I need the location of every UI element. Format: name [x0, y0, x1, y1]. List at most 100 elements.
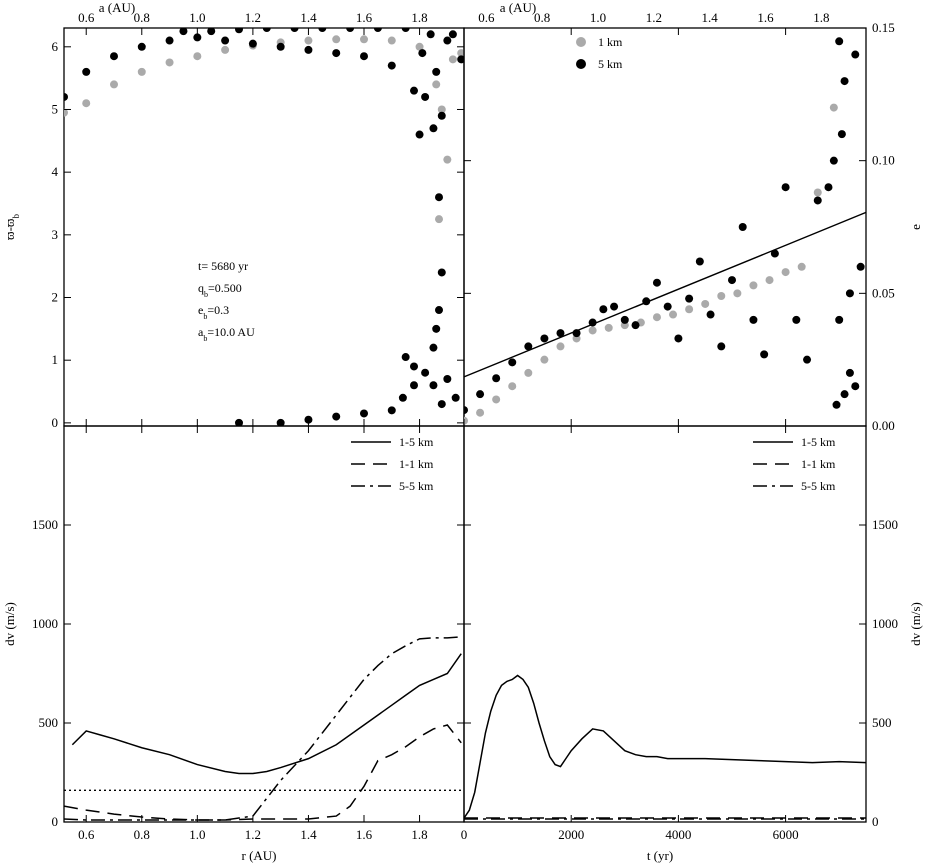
annotation: ab=10.0 AU — [198, 325, 255, 343]
y-tick-label: 0 — [52, 814, 59, 829]
data-point — [110, 80, 118, 89]
x-axis-title: r (AU) — [241, 848, 276, 863]
data-point — [193, 33, 202, 42]
data-point — [706, 310, 715, 319]
data-point — [401, 353, 410, 362]
data-point — [610, 302, 619, 311]
top-tick-label: 1.0 — [590, 10, 606, 25]
data-point — [652, 313, 661, 322]
y-axis-title: dv (m/s) — [908, 602, 923, 646]
series-5-km — [464, 37, 865, 415]
top-axis-title: a (AU) — [99, 0, 135, 15]
data-point — [813, 188, 822, 197]
data-point — [429, 343, 438, 352]
data-point — [435, 193, 443, 202]
y-tick-label: 6 — [52, 39, 59, 54]
data-point — [332, 49, 341, 58]
x-tick-label: 1.6 — [356, 827, 373, 842]
data-point — [448, 30, 457, 39]
legend-label: 1-1 km — [801, 457, 836, 471]
data-point — [410, 362, 418, 371]
data-point — [332, 35, 341, 44]
data-point — [540, 355, 549, 364]
data-point — [137, 67, 146, 76]
data-point — [457, 49, 464, 58]
data-point — [728, 276, 736, 285]
x-tick-label: 1.4 — [300, 827, 317, 842]
data-point — [781, 268, 790, 277]
legend-label: 1 km — [598, 35, 623, 49]
top-tick-label: 1.4 — [300, 10, 317, 25]
series-1-km — [64, 35, 464, 224]
x-tick-label: 0.8 — [134, 827, 150, 842]
data-point — [508, 358, 517, 367]
data-point — [426, 30, 435, 39]
y-tick-label: 1000 — [872, 616, 898, 631]
x-tick-label: 1.2 — [245, 827, 261, 842]
top-tick-label: 0.6 — [78, 10, 95, 25]
data-point — [599, 305, 608, 314]
y-tick-label: 1000 — [32, 616, 58, 631]
annotation-rest: =0.500 — [208, 281, 242, 295]
data-point — [717, 291, 726, 300]
data-point — [669, 310, 678, 319]
data-point — [165, 36, 174, 45]
data-point — [418, 49, 427, 58]
data-point — [749, 281, 758, 290]
y-axis-title: e — [908, 224, 923, 230]
data-point — [451, 393, 460, 402]
data-point — [749, 315, 758, 324]
data-point — [437, 105, 446, 114]
data-point — [387, 36, 396, 45]
x-tick-label: 1.8 — [411, 827, 427, 842]
data-point — [193, 52, 202, 61]
top-tick-label: 0.8 — [534, 10, 550, 25]
data-point — [437, 111, 446, 120]
x-tick-label: 0 — [461, 827, 468, 842]
data-point — [276, 418, 285, 426]
data-point — [813, 196, 822, 205]
data-point — [332, 412, 341, 421]
data-point — [179, 28, 188, 36]
panel-tr: 0.6 0.8 1.0 1.2 1.4 1.6 1.8 a (AU) 0.00 0.05 0.10 0… — [463, 0, 923, 433]
data-point — [360, 52, 368, 61]
data-point — [429, 124, 438, 133]
data-point — [685, 294, 694, 303]
series-1-km — [464, 103, 838, 425]
annotation-sub: b — [203, 334, 207, 343]
annotation-rest: =0.3 — [207, 303, 229, 317]
data-point — [829, 156, 838, 165]
data-point — [695, 257, 704, 266]
data-point — [346, 28, 355, 32]
data-point — [443, 374, 452, 383]
y-tick-label: 2 — [52, 290, 59, 305]
data-point — [304, 45, 313, 54]
data-point — [492, 395, 501, 404]
annotation-sub: b — [204, 290, 208, 299]
data-point — [435, 306, 443, 315]
y-tick-label: 3 — [52, 227, 59, 242]
data-point — [82, 67, 91, 76]
y-tick-label: 0.00 — [872, 418, 895, 433]
data-point — [540, 334, 549, 343]
data-point — [421, 368, 430, 377]
y-tick-label: 1 — [52, 352, 59, 367]
data-point — [781, 183, 790, 192]
data-point — [738, 223, 747, 231]
data-point — [443, 155, 452, 164]
data-point — [765, 276, 774, 285]
data-point — [845, 289, 854, 298]
legend-label: 1-1 km — [399, 457, 434, 471]
legend-marker — [576, 37, 586, 47]
data-point — [457, 55, 464, 64]
data-point — [674, 334, 683, 343]
y-tick-label: 1500 — [32, 517, 58, 532]
fit-line — [464, 211, 866, 378]
data-point — [556, 342, 565, 351]
data-point — [448, 55, 457, 64]
data-point — [492, 374, 501, 383]
data-point — [835, 37, 844, 46]
data-point — [276, 42, 285, 51]
data-point — [304, 36, 313, 45]
